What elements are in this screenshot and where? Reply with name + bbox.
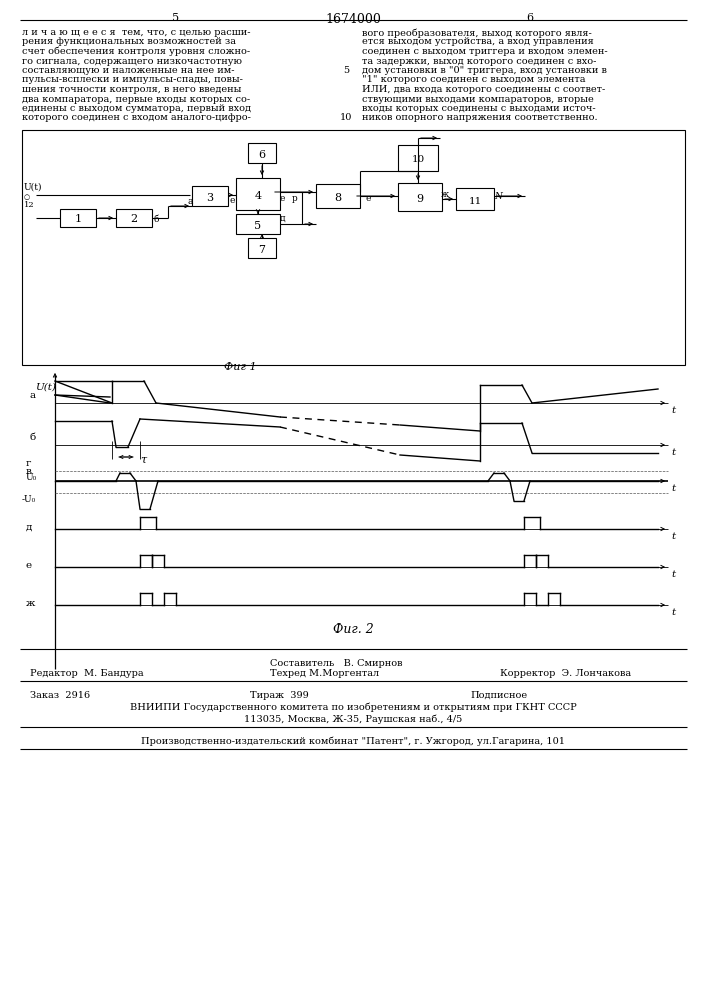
Text: входы которых соединены с выходами источ-: входы которых соединены с выходами источ… [362,104,595,113]
Text: единены с выходом сумматора, первый вход: единены с выходом сумматора, первый вход [22,104,251,113]
Text: 7: 7 [259,245,266,255]
Text: Корректор  Э. Лончакова: Корректор Э. Лончакова [500,669,631,678]
Text: 5: 5 [173,13,180,23]
Text: та задержки, выход которого соединен с вхо-: та задержки, выход которого соединен с в… [362,56,597,66]
Bar [456,188,494,210]
Text: Производственно-издательский комбинат "Патент", г. Ужгород, ул.Гагарина, 101: Производственно-издательский комбинат "П… [141,737,565,746]
Text: Тираж  399: Тираж 399 [250,691,309,700]
Text: 9: 9 [416,194,423,204]
Text: го сигнала, содержащего низкочастотную: го сигнала, содержащего низкочастотную [22,56,242,66]
Bar [192,186,228,206]
Text: 6: 6 [527,13,534,23]
Text: 10: 10 [340,113,352,122]
Text: N: N [494,192,502,201]
Bar [398,145,438,171]
Bar [236,178,280,210]
Text: б: б [30,433,36,442]
Text: 2: 2 [130,214,138,224]
Text: б: б [154,215,160,224]
Bar [236,214,280,234]
Text: ж: ж [441,190,449,199]
Text: Техред М.Моргентал: Техред М.Моргентал [270,669,379,678]
Text: -U₀: -U₀ [22,495,36,504]
Text: t: t [671,570,675,579]
Text: 6: 6 [259,150,266,160]
Text: рения функциональных возможностей за: рения функциональных возможностей за [22,37,236,46]
Bar [116,209,152,227]
Bar [316,184,360,208]
Text: г: г [26,459,32,468]
Bar [60,209,96,227]
Text: 1: 1 [74,214,81,224]
Text: 8: 8 [334,193,341,203]
Text: ВНИИПИ Государственного комитета по изобретениям и открытиям при ГКНТ СССР: ВНИИПИ Государственного комитета по изоб… [129,703,576,712]
Text: ○: ○ [24,193,30,201]
Text: Фиг 1: Фиг 1 [223,362,257,372]
Text: е: е [26,561,32,570]
Text: соединен с выходом триггера и входом элемен-: соединен с выходом триггера и входом эле… [362,47,607,56]
Text: д: д [280,214,286,223]
Text: t: t [671,532,675,541]
Text: 113035, Москва, Ж-35, Раушская наб., 4/5: 113035, Москва, Ж-35, Раушская наб., 4/5 [244,714,462,724]
Text: составляющую и наложенные на нее им-: составляющую и наложенные на нее им- [22,66,235,75]
Text: t: t [671,484,675,493]
Text: 10: 10 [411,155,425,164]
Text: д: д [26,523,33,532]
Bar [248,143,276,163]
Text: 1674000: 1674000 [325,13,381,26]
Text: Подписное: Подписное [470,691,527,700]
Bar [248,238,276,258]
Text: в: в [26,467,32,476]
Text: Заказ  2916: Заказ 2916 [30,691,90,700]
Text: 5: 5 [255,221,262,231]
Text: вого преобразователя, выход которого явля-: вого преобразователя, выход которого явл… [362,28,592,37]
Text: 11: 11 [468,196,481,206]
Text: дом установки в "0" триггера, вход установки в: дом установки в "0" триггера, вход устан… [362,66,607,75]
Text: Составитель   В. Смирнов: Составитель В. Смирнов [270,659,402,668]
Text: которого соединен с входом аналого-цифро-: которого соединен с входом аналого-цифро… [22,113,251,122]
Text: счет обеспечения контроля уровня сложно-: счет обеспечения контроля уровня сложно- [22,47,250,56]
Text: Редактор  М. Бандура: Редактор М. Бандура [30,669,144,678]
Text: 4: 4 [255,191,262,201]
Text: τ: τ [140,455,146,465]
Text: U(t): U(t) [35,383,56,392]
Text: е: е [280,194,286,203]
Text: 5: 5 [343,66,349,75]
Text: шения точности контроля, в него введены: шения точности контроля, в него введены [22,85,241,94]
Text: "1" которого соединен с выходом элемента: "1" которого соединен с выходом элемента [362,76,585,85]
Text: ствующими выходами компараторов, вторые: ствующими выходами компараторов, вторые [362,95,594,104]
Text: U₀: U₀ [26,473,37,482]
Text: 3: 3 [206,193,214,203]
Text: 12: 12 [24,201,35,209]
Text: пульсы-всплески и импульсы-спады, повы-: пульсы-всплески и импульсы-спады, повы- [22,76,243,85]
Bar [22,130,685,365]
Text: два компаратора, первые входы которых со-: два компаратора, первые входы которых со… [22,95,250,104]
Text: л и ч а ю щ е е с я  тем, что, с целью расши-: л и ч а ю щ е е с я тем, что, с целью ра… [22,28,250,37]
Text: р: р [292,194,298,203]
Text: t: t [671,406,675,415]
Text: Фиг. 2: Фиг. 2 [332,623,373,636]
Text: а: а [30,391,36,400]
Text: ж: ж [26,599,35,608]
Text: ется выходом устройства, а вход управления: ется выходом устройства, а вход управлен… [362,37,594,46]
Text: t: t [671,448,675,457]
Text: ИЛИ, два входа которого соединены с соответ-: ИЛИ, два входа которого соединены с соот… [362,85,605,94]
Text: е: е [366,194,371,203]
Text: е: е [229,196,235,205]
Text: а: а [188,197,194,206]
Text: U(t): U(t) [24,183,42,192]
Bar [398,183,442,211]
Text: ников опорного напряжения соответственно.: ников опорного напряжения соответственно… [362,113,597,122]
Text: t: t [671,608,675,617]
